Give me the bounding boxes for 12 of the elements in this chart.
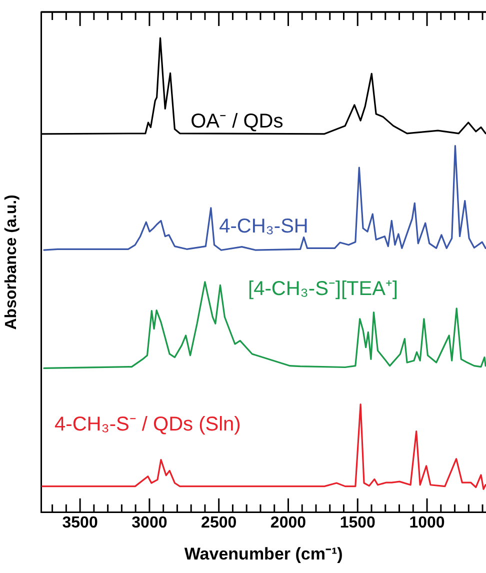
x-tick-label: 2000 [270,514,306,532]
x-tick-label: 1000 [409,514,445,532]
y-axis-title: Absorbance (a.u.) [3,194,20,330]
x-tick-label: 3000 [132,514,168,532]
series-label: 4-CH₃-S⁻ / QDs (Sln) [54,413,241,436]
x-tick-label: 3500 [62,514,98,532]
series-label: OA⁻ / QDs [190,110,284,133]
x-tick-label: 1500 [340,514,376,532]
series-label: [4-CH₃-S⁻][TEA⁺] [248,278,398,300]
series-label: 4-CH₃-SH [219,216,308,238]
x-tick-label: 2500 [201,514,237,532]
x-axis-title: Wavenumber (cm⁻¹) [184,544,343,564]
